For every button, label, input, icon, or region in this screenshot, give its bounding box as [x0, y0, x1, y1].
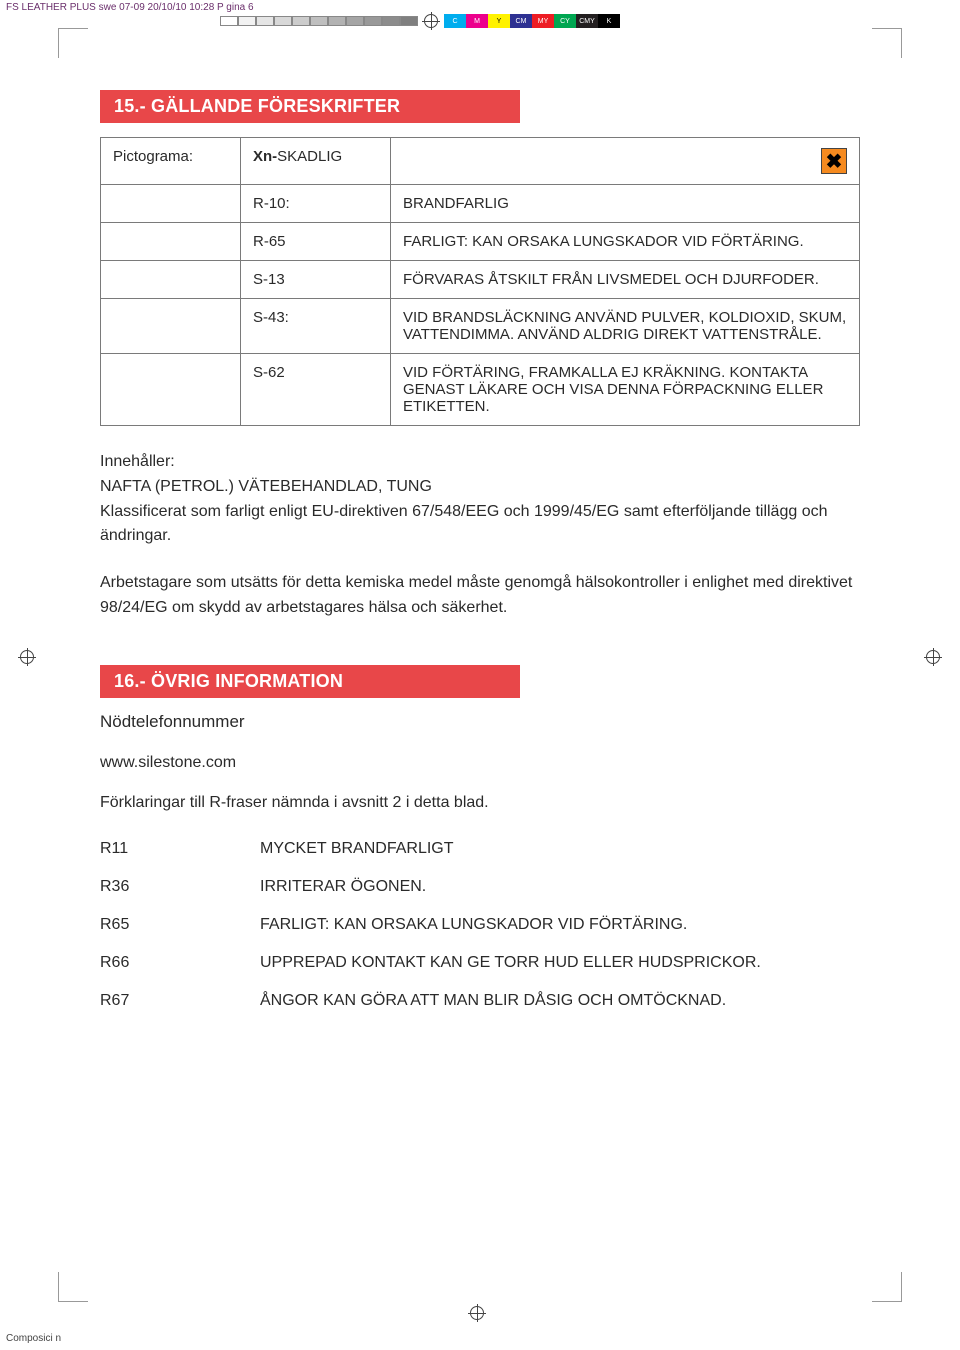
phrase-text: BRANDFARLIG — [391, 185, 860, 223]
empty-cell — [101, 223, 241, 261]
phrase-text: FARLIGT: KAN ORSAKA LUNGSKADOR VID FÖRTÄ… — [391, 223, 860, 261]
phrase-code: S-43: — [241, 299, 391, 354]
r-phrase-text: UPPREPAD KONTAKT KAN GE TORR HUD ELLER H… — [260, 944, 761, 982]
r-phrase-text: IRRITERAR ÖGONEN. — [260, 868, 761, 906]
registration-mark-bottom-icon — [470, 1306, 484, 1320]
table-row: R66UPPREPAD KONTAKT KAN GE TORR HUD ELLE… — [100, 944, 761, 982]
crop-mark-bottom-right — [872, 1272, 902, 1302]
r-phrase-explain: Förklaringar till R-fraser nämnda i avsn… — [100, 794, 860, 812]
cmyk-swatch: C — [444, 14, 466, 28]
r-phrase-text: FARLIGT: KAN ORSAKA LUNGSKADOR VID FÖRTÄ… — [260, 906, 761, 944]
phrase-text: FÖRVARAS ÅTSKILT FRÅN LIVSMEDEL OCH DJUR… — [391, 261, 860, 299]
page-content: 15.- GÄLLANDE FÖRESKRIFTER Pictograma:Xn… — [100, 90, 860, 1020]
phrase-code: S-13 — [241, 261, 391, 299]
registration-mark-icon — [424, 14, 438, 28]
grayscale-swatches — [220, 16, 418, 26]
phrase-text: VID FÖRTÄRING, FRAMKALLA EJ KRÄKNING. KO… — [391, 354, 860, 426]
cmyk-swatch: K — [598, 14, 620, 28]
phrase-code: S-62 — [241, 354, 391, 426]
contains-heading: Innehåller: — [100, 450, 860, 475]
phrase-code: R-10: — [241, 185, 391, 223]
gray-swatch — [220, 16, 238, 26]
section-15-banner: 15.- GÄLLANDE FÖRESKRIFTER — [100, 90, 520, 123]
gray-swatch — [256, 16, 274, 26]
r-phrase-code: R65 — [100, 906, 260, 944]
hazard-icon: ✖ — [821, 148, 847, 174]
gray-swatch — [364, 16, 382, 26]
empty-cell — [101, 261, 241, 299]
prepress-header: FS LEATHER PLUS swe 07-09 20/10/10 10:28… — [0, 0, 960, 34]
regulations-table: Pictograma:Xn-SKADLIG ✖ R-10:BRANDFARLIGR-… — [100, 137, 860, 426]
r-phrase-code: R67 — [100, 982, 260, 1020]
cmyk-swatch: CMY — [576, 14, 598, 28]
crop-mark-top-right — [872, 28, 902, 58]
table-row: R11MYCKET BRANDFARLIGT — [100, 830, 761, 868]
r-phrase-text: ÅNGOR KAN GÖRA ATT MAN BLIR DÅSIG OCH OM… — [260, 982, 761, 1020]
table-row: R36IRRITERAR ÖGONEN. — [100, 868, 761, 906]
table-row: Pictograma:Xn-SKADLIG ✖ — [101, 138, 860, 185]
table-row: R67ÅNGOR KAN GÖRA ATT MAN BLIR DÅSIG OCH… — [100, 982, 761, 1020]
cmyk-swatch: M — [466, 14, 488, 28]
cmyk-swatch: Y — [488, 14, 510, 28]
prepress-slug: FS LEATHER PLUS swe 07-09 20/10/10 10:28… — [6, 2, 254, 13]
r-phrase-code: R66 — [100, 944, 260, 982]
phrase-text: VID BRANDSLÄCKNING ANVÄND PULVER, KOLDIO… — [391, 299, 860, 354]
gray-swatch — [346, 16, 364, 26]
hazard-icon-cell: ✖ — [391, 138, 860, 185]
table-row: R-10:BRANDFARLIG — [101, 185, 860, 223]
table-row: S-13FÖRVARAS ÅTSKILT FRÅN LIVSMEDEL OCH … — [101, 261, 860, 299]
registration-mark-left-icon — [20, 650, 34, 664]
gray-swatch — [238, 16, 256, 26]
section-16: 16.- ÖVRIG INFORMATION Nödtelefonnummer … — [100, 665, 860, 1020]
emergency-phone-heading: Nödtelefonnummer — [100, 712, 860, 732]
r-phrases-table: R11MYCKET BRANDFARLIGTR36IRRITERAR ÖGONE… — [100, 830, 761, 1020]
empty-cell — [101, 299, 241, 354]
crop-mark-top-left — [58, 28, 88, 58]
cmyk-swatch: MY — [532, 14, 554, 28]
r-phrase-text: MYCKET BRANDFARLIGT — [260, 830, 761, 868]
gray-swatch — [400, 16, 418, 26]
footer-text: Composici n — [6, 1333, 61, 1344]
section-16-banner: 16.- ÖVRIG INFORMATION — [100, 665, 520, 698]
cmyk-swatch: CM — [510, 14, 532, 28]
registration-mark-right-icon — [926, 650, 940, 664]
gray-swatch — [382, 16, 400, 26]
contains-block: Innehåller: NAFTA (PETROL.) VÄTEBEHANDLA… — [100, 450, 860, 621]
r-phrase-code: R36 — [100, 868, 260, 906]
hazard-class: Xn-SKADLIG — [241, 138, 391, 185]
phrase-code: R-65 — [241, 223, 391, 261]
table-row: R-65FARLIGT: KAN ORSAKA LUNGSKADOR VID F… — [101, 223, 860, 261]
gray-swatch — [310, 16, 328, 26]
empty-cell — [101, 185, 241, 223]
cmyk-swatch: CY — [554, 14, 576, 28]
gray-swatch — [328, 16, 346, 26]
table-row: R65FARLIGT: KAN ORSAKA LUNGSKADOR VID FÖ… — [100, 906, 761, 944]
gray-swatch — [292, 16, 310, 26]
crop-mark-bottom-left — [58, 1272, 88, 1302]
table-row: S-62VID FÖRTÄRING, FRAMKALLA EJ KRÄKNING… — [101, 354, 860, 426]
cmyk-swatches: CMYCMMYCYCMYK — [444, 14, 620, 28]
contains-classification: Klassificerat som farligt enligt EU-dire… — [100, 500, 860, 550]
empty-cell — [101, 354, 241, 426]
website-link[interactable]: www.silestone.com — [100, 754, 860, 772]
gray-swatch — [274, 16, 292, 26]
table-row: S-43:VID BRANDSLÄCKNING ANVÄND PULVER, K… — [101, 299, 860, 354]
prepress-colorbar: CMYCMMYCYCMYK — [220, 14, 620, 28]
contains-substance: NAFTA (PETROL.) VÄTEBEHANDLAD, TUNG — [100, 475, 860, 500]
r-phrase-code: R11 — [100, 830, 260, 868]
pictogram-label: Pictograma: — [101, 138, 241, 185]
contains-workers-note: Arbetstagare som utsätts för detta kemis… — [100, 571, 860, 621]
